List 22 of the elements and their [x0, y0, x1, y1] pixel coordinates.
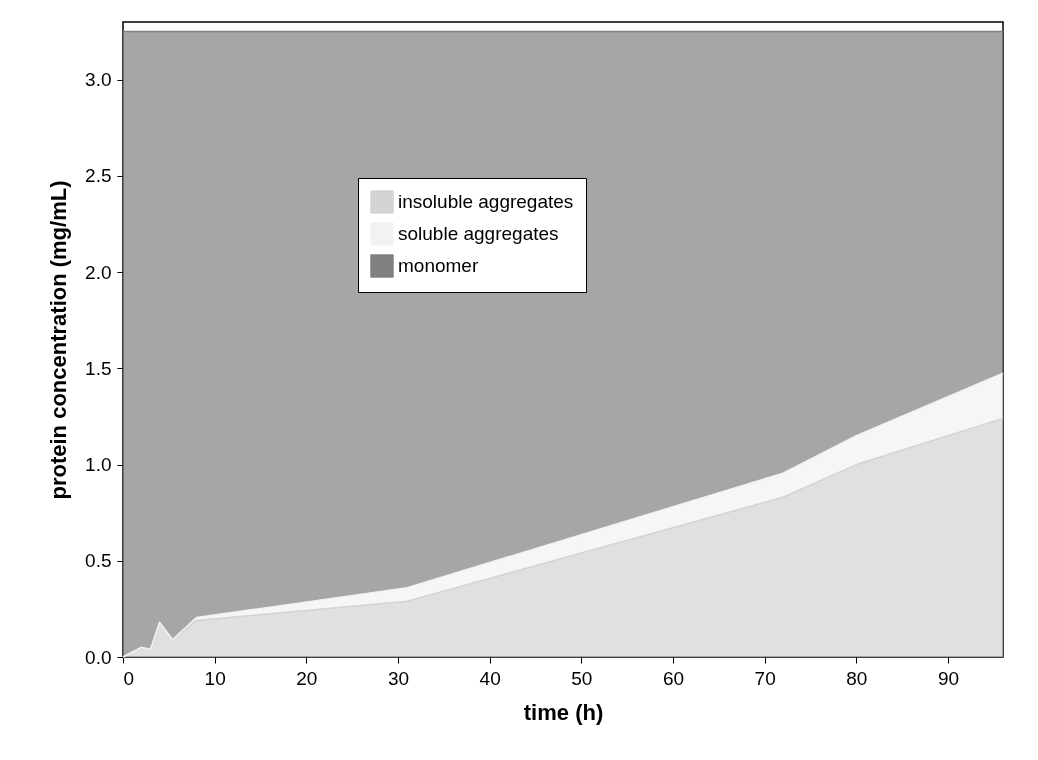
- x-tick-label: 70: [754, 667, 776, 689]
- x-tick-label: 60: [662, 667, 685, 689]
- x-tick-label: 30: [387, 667, 410, 689]
- x-tick-label: 20: [296, 667, 318, 689]
- y-tick-label: 0.0: [85, 646, 112, 668]
- x-tick-label: 80: [846, 667, 868, 689]
- x-tick-label: 10: [204, 667, 226, 689]
- y-tick-label: 1.5: [85, 357, 112, 379]
- y-axis-title: protein concentration (mg/mL): [46, 180, 72, 500]
- y-tick-label: 0.5: [85, 550, 112, 572]
- y-tick-label: 3.0: [85, 69, 112, 91]
- legend-label: soluble aggregates: [398, 223, 559, 244]
- y-tick-label: 2.5: [85, 165, 112, 187]
- x-tick-label: 90: [937, 667, 960, 689]
- x-tick-label: 0: [123, 667, 135, 689]
- x-tick-label: 50: [571, 667, 593, 689]
- x-tick-label: 40: [479, 667, 501, 689]
- legend-label: insoluble aggregates: [398, 191, 574, 212]
- y-tick-label: 2.0: [85, 261, 112, 283]
- x-axis-title: time (h): [523, 699, 604, 725]
- y-tick-label: 1.0: [85, 454, 112, 476]
- legend-label: monomer: [398, 255, 479, 276]
